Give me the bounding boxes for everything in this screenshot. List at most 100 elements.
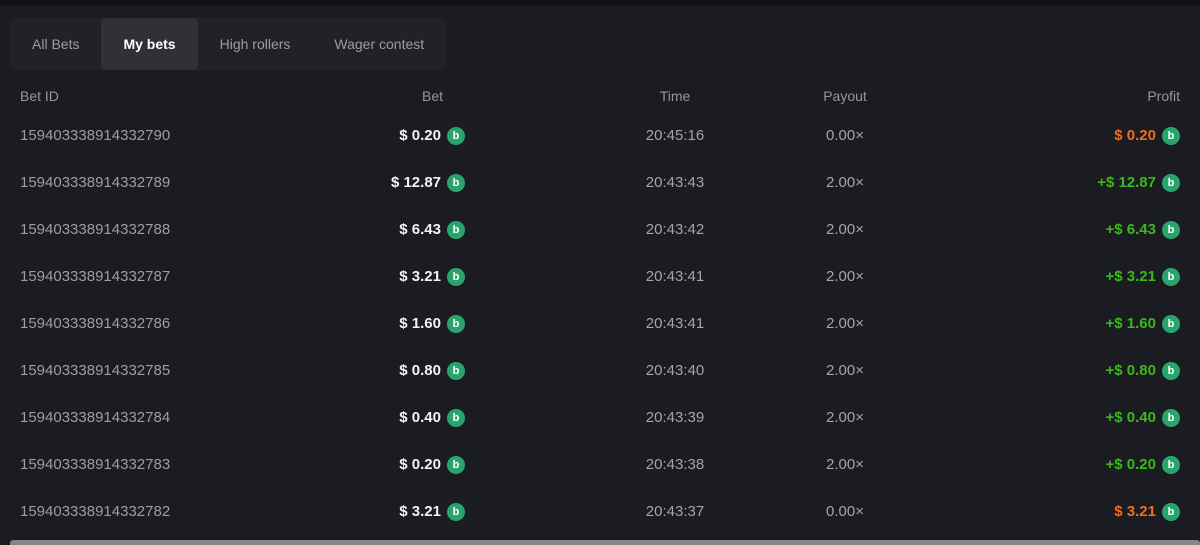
- bet-id-cell: 159403338914332787: [20, 268, 171, 285]
- bet-amount-cell: $ 12.87 b: [390, 173, 465, 192]
- bet-amount: $ 0.20: [399, 127, 441, 144]
- time-cell: 20:43:41: [645, 268, 705, 285]
- bets-table: Bet ID Bet Time Payout Profit 1594033389…: [0, 80, 1200, 535]
- bet-amount-cell: $ 0.40 b: [399, 408, 465, 427]
- tab-high-rollers[interactable]: High rollers: [198, 18, 313, 70]
- tab-all-bets[interactable]: All Bets: [10, 18, 101, 70]
- coin-icon: b: [447, 361, 465, 380]
- profit-cell: $ 3.21 b: [1114, 502, 1180, 521]
- bet-amount: $ 12.87: [390, 174, 441, 191]
- table-row[interactable]: 159403338914332784 $ 0.40 b 20:43:39 2.0…: [0, 394, 1200, 441]
- col-header-bet-id: Bet ID: [20, 88, 59, 104]
- bet-id-cell: 159403338914332790: [20, 127, 171, 144]
- payout-cell: 2.00×: [826, 174, 864, 191]
- tab-label: High rollers: [219, 36, 291, 52]
- bet-id-cell: 159403338914332783: [20, 456, 171, 473]
- profit-cell: +$ 0.40 b: [1105, 408, 1180, 427]
- bet-amount-cell: $ 3.21 b: [399, 502, 465, 521]
- payout-cell: 2.00×: [826, 409, 864, 426]
- bet-id-cell: 159403338914332788: [20, 221, 171, 238]
- col-header-time: Time: [659, 88, 691, 104]
- payout-cell: 2.00×: [826, 362, 864, 379]
- bets-tabbar: All Bets My bets High rollers Wager cont…: [10, 18, 447, 70]
- coin-icon: b: [447, 455, 465, 474]
- bet-amount-cell: $ 0.20 b: [399, 126, 465, 145]
- tab-label: Wager contest: [334, 36, 425, 52]
- profit-cell: +$ 0.20 b: [1105, 455, 1180, 474]
- profit-amount: +$ 0.20: [1105, 456, 1156, 473]
- col-header-bet: Bet: [421, 88, 443, 104]
- payout-cell: 0.00×: [826, 127, 864, 144]
- table-row[interactable]: 159403338914332787 $ 3.21 b 20:43:41 2.0…: [0, 253, 1200, 300]
- coin-icon: b: [447, 408, 465, 427]
- bet-amount-cell: $ 0.80 b: [399, 361, 465, 380]
- table-header: Bet ID Bet Time Payout Profit: [0, 80, 1200, 112]
- coin-icon: b: [1162, 267, 1180, 286]
- bottom-divider: [10, 540, 1200, 545]
- profit-amount: +$ 1.60: [1105, 315, 1156, 332]
- coin-icon: b: [1162, 502, 1180, 521]
- coin-icon: b: [1162, 361, 1180, 380]
- profit-amount: +$ 3.21: [1105, 268, 1156, 285]
- table-row[interactable]: 159403338914332782 $ 3.21 b 20:43:37 0.0…: [0, 488, 1200, 535]
- table-row[interactable]: 159403338914332783 $ 0.20 b 20:43:38 2.0…: [0, 441, 1200, 488]
- payout-cell: 2.00×: [826, 315, 864, 332]
- top-edge: [0, 0, 1200, 6]
- bet-id-cell: 159403338914332786: [20, 315, 171, 332]
- bet-amount-cell: $ 1.60 b: [399, 314, 465, 333]
- bet-amount: $ 1.60: [399, 315, 441, 332]
- profit-cell: +$ 3.21 b: [1105, 267, 1180, 286]
- bet-amount-cell: $ 6.43 b: [399, 220, 465, 239]
- coin-icon: b: [1162, 126, 1180, 145]
- col-header-profit: Profit: [1147, 88, 1180, 104]
- bet-amount: $ 0.80: [399, 362, 441, 379]
- profit-cell: +$ 0.80 b: [1105, 361, 1180, 380]
- col-header-payout: Payout: [823, 88, 867, 104]
- payout-cell: 0.00×: [826, 503, 864, 520]
- coin-icon: b: [447, 220, 465, 239]
- profit-amount: $ 0.20: [1114, 127, 1156, 144]
- tab-wager-contest[interactable]: Wager contest: [312, 18, 446, 70]
- coin-icon: b: [1162, 455, 1180, 474]
- time-cell: 20:43:38: [645, 456, 705, 473]
- table-row[interactable]: 159403338914332785 $ 0.80 b 20:43:40 2.0…: [0, 347, 1200, 394]
- coin-icon: b: [447, 267, 465, 286]
- bet-amount: $ 0.20: [399, 456, 441, 473]
- tab-label: My bets: [123, 36, 176, 52]
- table-row[interactable]: 159403338914332788 $ 6.43 b 20:43:42 2.0…: [0, 206, 1200, 253]
- profit-cell: +$ 12.87 b: [1097, 173, 1180, 192]
- coin-icon: b: [1162, 314, 1180, 333]
- bet-amount-cell: $ 3.21 b: [399, 267, 465, 286]
- bet-id-cell: 159403338914332784: [20, 409, 171, 426]
- profit-amount: +$ 6.43: [1105, 221, 1156, 238]
- profit-cell: +$ 1.60 b: [1105, 314, 1180, 333]
- bet-id-cell: 159403338914332785: [20, 362, 171, 379]
- bet-amount-cell: $ 0.20 b: [399, 455, 465, 474]
- profit-cell: $ 0.20 b: [1114, 126, 1180, 145]
- coin-icon: b: [447, 126, 465, 145]
- bet-amount: $ 3.21: [399, 268, 441, 285]
- time-cell: 20:43:40: [645, 362, 705, 379]
- tab-label: All Bets: [32, 36, 80, 52]
- time-cell: 20:45:16: [645, 127, 705, 144]
- payout-cell: 2.00×: [826, 268, 864, 285]
- table-body: 159403338914332790 $ 0.20 b 20:45:16 0.0…: [0, 112, 1200, 535]
- table-row[interactable]: 159403338914332790 $ 0.20 b 20:45:16 0.0…: [0, 112, 1200, 159]
- time-cell: 20:43:39: [645, 409, 705, 426]
- table-row[interactable]: 159403338914332786 $ 1.60 b 20:43:41 2.0…: [0, 300, 1200, 347]
- bet-amount: $ 6.43: [399, 221, 441, 238]
- coin-icon: b: [447, 502, 465, 521]
- coin-icon: b: [1162, 173, 1180, 192]
- table-row[interactable]: 159403338914332789 $ 12.87 b 20:43:43 2.…: [0, 159, 1200, 206]
- profit-amount: +$ 0.80: [1105, 362, 1156, 379]
- tab-my-bets[interactable]: My bets: [101, 18, 198, 70]
- payout-cell: 2.00×: [826, 221, 864, 238]
- profit-cell: +$ 6.43 b: [1105, 220, 1180, 239]
- coin-icon: b: [447, 314, 465, 333]
- coin-icon: b: [1162, 408, 1180, 427]
- time-cell: 20:43:42: [645, 221, 705, 238]
- profit-amount: +$ 0.40: [1105, 409, 1156, 426]
- bet-amount: $ 0.40: [399, 409, 441, 426]
- profit-amount: +$ 12.87: [1097, 174, 1156, 191]
